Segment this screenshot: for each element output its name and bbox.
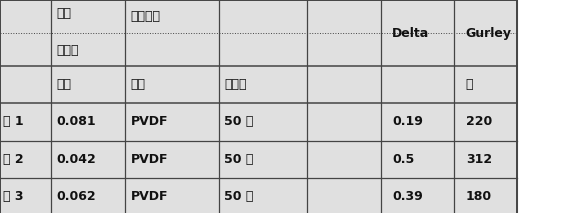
Text: 50 万: 50 万 xyxy=(224,115,254,128)
Text: 微米: 微米 xyxy=(57,78,72,91)
Text: 0.5: 0.5 xyxy=(392,153,414,166)
Text: 50 万: 50 万 xyxy=(224,190,254,203)
Text: 0.042: 0.042 xyxy=(57,153,97,166)
Text: PVDF: PVDF xyxy=(131,190,168,203)
Text: PVDF: PVDF xyxy=(131,115,168,128)
Text: 0.39: 0.39 xyxy=(392,190,423,203)
Text: 0.062: 0.062 xyxy=(57,190,97,203)
Text: 0.19: 0.19 xyxy=(392,115,423,128)
Text: 50 万: 50 万 xyxy=(224,153,254,166)
Text: 粘结树脂: 粘结树脂 xyxy=(131,10,161,23)
Text: 180: 180 xyxy=(466,190,492,203)
Text: 0.081: 0.081 xyxy=(57,115,97,128)
Text: 例 2: 例 2 xyxy=(3,153,23,166)
Text: 例 3: 例 3 xyxy=(3,190,23,203)
Text: 220: 220 xyxy=(466,115,492,128)
Text: 基膜: 基膜 xyxy=(57,7,72,20)
Text: 类型: 类型 xyxy=(131,78,145,91)
Text: 孔尺寸: 孔尺寸 xyxy=(57,44,80,57)
Text: Gurley: Gurley xyxy=(466,26,512,40)
Text: 312: 312 xyxy=(466,153,492,166)
Text: PVDF: PVDF xyxy=(131,153,168,166)
Text: 秒: 秒 xyxy=(466,78,473,91)
Text: 分子量: 分子量 xyxy=(224,78,247,91)
Text: 例 1: 例 1 xyxy=(3,115,23,128)
Text: Delta: Delta xyxy=(392,26,429,40)
